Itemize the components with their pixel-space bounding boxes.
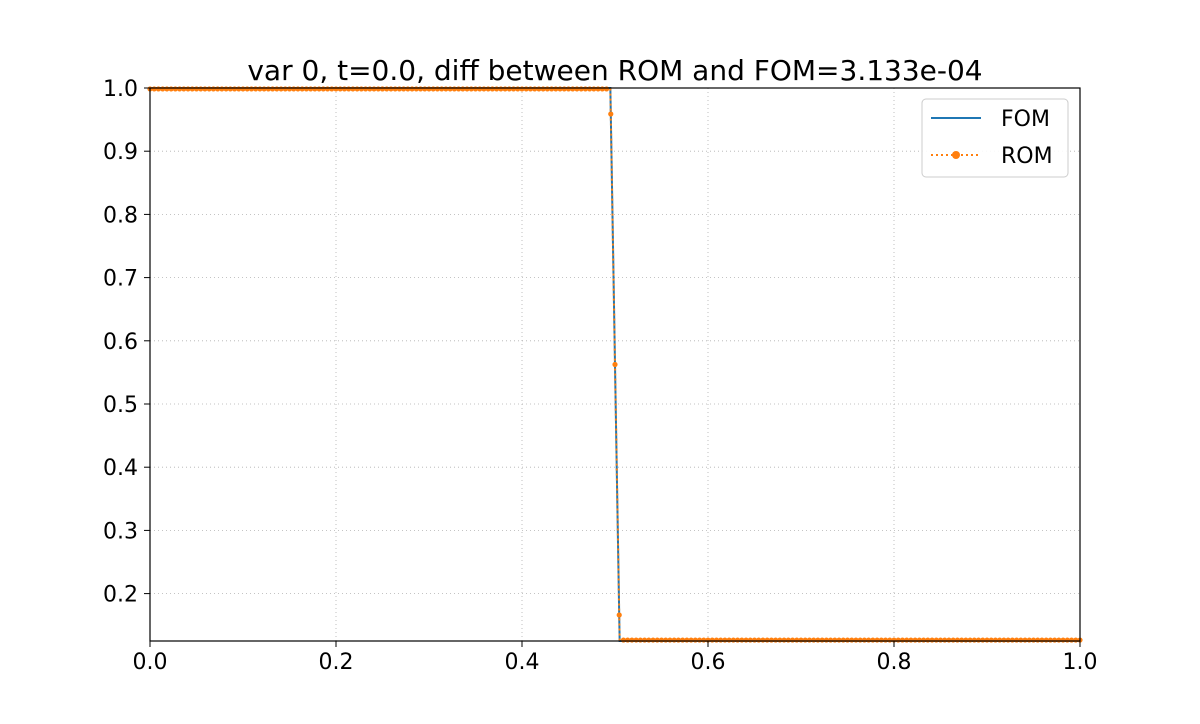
y-tick-label: 0.3 — [103, 519, 138, 544]
x-tick-label: 0.0 — [133, 650, 168, 675]
series-rom-point — [616, 612, 622, 618]
x-tick-label: 0.6 — [691, 650, 726, 675]
plot-frame — [149, 87, 1081, 642]
x-tick-label: 1.0 — [1063, 650, 1098, 675]
y-tick-label: 0.5 — [103, 393, 138, 418]
y-tick-label: 0.2 — [103, 583, 138, 608]
y-tick-label: 0.6 — [103, 330, 138, 355]
x-tick-label: 0.4 — [505, 650, 540, 675]
y-tick-label: 0.8 — [103, 203, 138, 228]
x-tick-label: 0.2 — [319, 650, 354, 675]
y-tick-label: 0.7 — [103, 267, 138, 292]
legend-fom-label: FOM — [1001, 107, 1050, 132]
series-rom-point — [608, 111, 614, 117]
x-tick-label: 0.8 — [877, 650, 912, 675]
y-tick-label: 1.0 — [103, 77, 138, 102]
legend-rom-marker — [952, 151, 960, 159]
legend-rom-label: ROM — [1001, 144, 1053, 169]
y-tick-label: 0.9 — [103, 140, 138, 165]
axis-ticks: 0.0 0.2 0.4 0.6 0.8 1.0 0.2 0.3 0.4 0.5 0.6 0.7 0.8 0… — [103, 77, 1098, 675]
legend: FOM ROM — [921, 98, 1069, 178]
y-tick-label: 0.4 — [103, 456, 138, 481]
series-rom-point — [612, 361, 618, 368]
series-rom-point — [603, 86, 610, 92]
chart-title: var 0, t=0.0, diff between ROM and FOM=3… — [247, 54, 982, 87]
